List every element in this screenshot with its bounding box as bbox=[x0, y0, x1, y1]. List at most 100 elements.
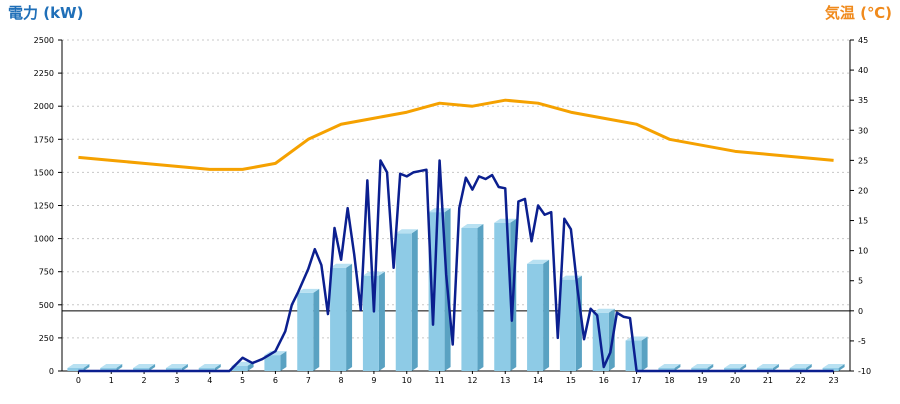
bar-6 bbox=[264, 355, 281, 371]
bar-0 bbox=[67, 368, 84, 371]
bar-5 bbox=[231, 365, 248, 371]
bar-side-18 bbox=[674, 364, 681, 371]
bar-side-8 bbox=[346, 263, 353, 371]
x-tick-label: 19 bbox=[697, 376, 707, 385]
bar-side-7 bbox=[313, 288, 320, 371]
x-tick-label: 5 bbox=[240, 376, 245, 385]
bar-side-22 bbox=[805, 364, 812, 371]
bar-top-4 bbox=[198, 364, 221, 368]
left-tick-label: 750 bbox=[39, 268, 54, 277]
right-tick-label: 35 bbox=[858, 96, 868, 105]
right-axis-title: 気温 (℃) bbox=[824, 4, 892, 22]
x-tick-label: 23 bbox=[828, 376, 838, 385]
bar-top-19 bbox=[691, 364, 714, 368]
x-tick-label: 3 bbox=[174, 376, 179, 385]
bar-23 bbox=[822, 368, 839, 371]
bar-side-10 bbox=[411, 229, 418, 371]
left-tick-label: 250 bbox=[39, 334, 54, 343]
right-tick-label: -5 bbox=[858, 337, 866, 346]
x-tick-label: 9 bbox=[371, 376, 376, 385]
bar-15 bbox=[559, 279, 576, 371]
bar-2 bbox=[133, 368, 150, 371]
bar-side-2 bbox=[149, 364, 156, 371]
bar-side-4 bbox=[214, 364, 221, 371]
bar-10 bbox=[395, 233, 412, 371]
bar-9 bbox=[362, 275, 379, 371]
right-tick-label: 15 bbox=[858, 217, 868, 226]
x-tick-label: 7 bbox=[306, 376, 311, 385]
left-tick-label: 2250 bbox=[34, 69, 54, 78]
bar-19 bbox=[691, 368, 708, 371]
left-tick-label: 1750 bbox=[34, 135, 54, 144]
bar-11 bbox=[428, 212, 445, 371]
right-tick-label: 40 bbox=[858, 66, 868, 75]
bar-8 bbox=[330, 267, 347, 371]
bar-top-22 bbox=[789, 364, 812, 368]
x-tick-label: 21 bbox=[763, 376, 773, 385]
bar-side-12 bbox=[477, 224, 484, 371]
left-tick-label: 1000 bbox=[34, 235, 54, 244]
power-line bbox=[78, 159, 834, 373]
bar-top-17 bbox=[625, 336, 648, 341]
bar-top-2 bbox=[133, 364, 156, 368]
bar-top-20 bbox=[724, 364, 747, 368]
bar-22 bbox=[789, 368, 806, 371]
bar-top-16 bbox=[592, 308, 615, 313]
bar-top-0 bbox=[67, 364, 90, 368]
right-tick-label: 25 bbox=[858, 156, 868, 165]
right-tick-label: 5 bbox=[858, 277, 863, 286]
left-tick-label: 0 bbox=[49, 367, 54, 376]
bar-20 bbox=[724, 368, 741, 371]
bar-side-21 bbox=[772, 364, 779, 371]
x-tick-label: 15 bbox=[566, 376, 576, 385]
bar-top-18 bbox=[658, 364, 681, 368]
bar-3 bbox=[165, 368, 182, 371]
x-tick-label: 4 bbox=[207, 376, 212, 385]
left-tick-label: 2000 bbox=[34, 102, 54, 111]
bar-top-23 bbox=[822, 364, 845, 368]
bar-top-8 bbox=[330, 263, 353, 268]
bar-top-7 bbox=[297, 288, 320, 293]
bar-top-21 bbox=[756, 364, 779, 368]
bar-4 bbox=[198, 368, 215, 371]
bar-side-1 bbox=[116, 364, 123, 371]
x-tick-label: 6 bbox=[273, 376, 278, 385]
bar-side-19 bbox=[707, 364, 714, 371]
right-tick-label: 30 bbox=[858, 126, 868, 135]
bar-21 bbox=[756, 368, 773, 371]
right-tick-label: 0 bbox=[858, 307, 863, 316]
left-tick-label: 500 bbox=[39, 301, 54, 310]
x-tick-label: 8 bbox=[339, 376, 344, 385]
bar-side-23 bbox=[838, 364, 845, 371]
x-tick-label: 11 bbox=[434, 376, 444, 385]
x-tick-label: 18 bbox=[664, 376, 674, 385]
x-tick-label: 17 bbox=[631, 376, 641, 385]
bar-side-17 bbox=[641, 336, 648, 371]
temperature-line bbox=[78, 98, 834, 171]
bar-top-13 bbox=[494, 218, 517, 223]
bar-7 bbox=[297, 292, 314, 371]
bar-side-15 bbox=[575, 275, 582, 371]
x-tick-label: 12 bbox=[467, 376, 477, 385]
bar-top-10 bbox=[395, 229, 418, 234]
bar-side-20 bbox=[740, 364, 747, 371]
right-tick-label: 45 bbox=[858, 36, 868, 45]
right-tick-label: 20 bbox=[858, 186, 868, 195]
right-tick-label: 10 bbox=[858, 247, 868, 256]
bar-side-0 bbox=[83, 364, 90, 371]
x-tick-label: 20 bbox=[730, 376, 740, 385]
bar-top-1 bbox=[100, 364, 123, 368]
bar-side-6 bbox=[280, 351, 287, 371]
right-tick-label: -10 bbox=[858, 367, 871, 376]
x-tick-label: 2 bbox=[142, 376, 147, 385]
x-tick-label: 1 bbox=[109, 376, 114, 385]
bar-14 bbox=[527, 263, 544, 371]
left-tick-label: 2500 bbox=[34, 36, 54, 45]
x-tick-label: 16 bbox=[599, 376, 609, 385]
bar-top-14 bbox=[527, 259, 550, 264]
bar-top-11 bbox=[428, 208, 451, 213]
bar-18 bbox=[658, 368, 675, 371]
bar-side-14 bbox=[543, 259, 550, 371]
